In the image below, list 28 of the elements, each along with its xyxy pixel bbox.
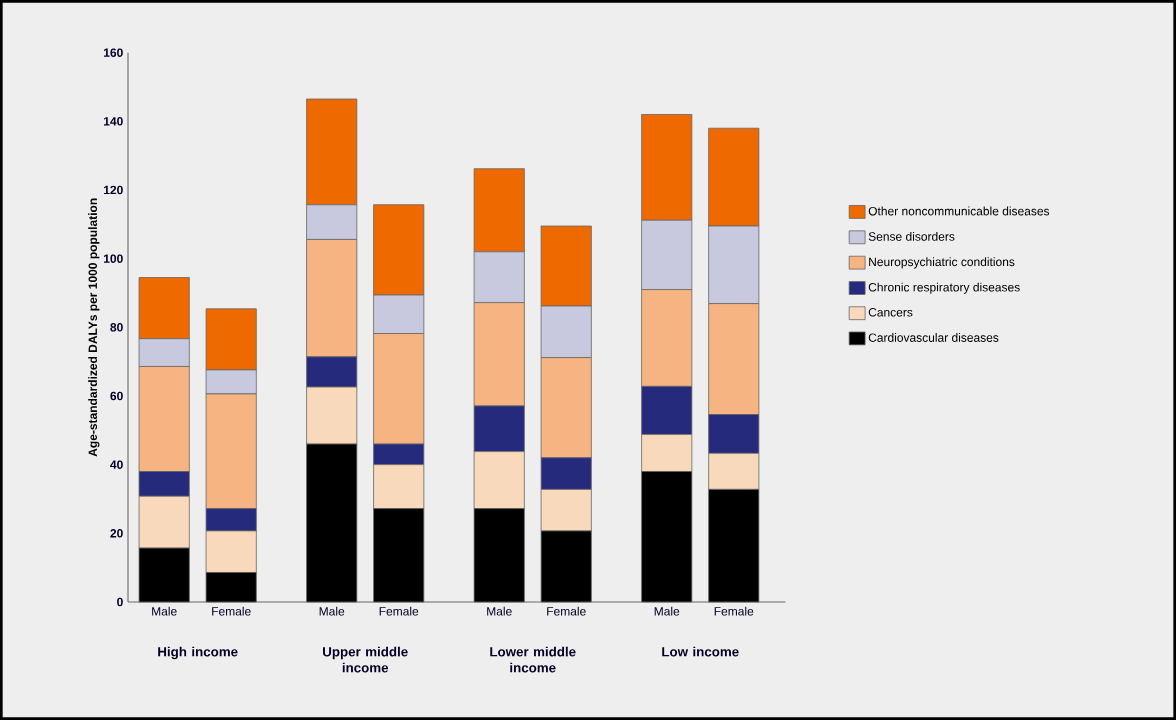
text: Low income (662, 646, 739, 657)
legend-label: Cardiovascular diseases (868, 333, 999, 342)
text: High income (158, 646, 238, 660)
x-tick-label: Male (152, 606, 177, 616)
legend-label: Sense disorders (868, 231, 955, 241)
x-tick-label: Male (319, 606, 345, 616)
y-tick-label: 40 (110, 460, 123, 469)
y-tick-label: 80 (110, 323, 123, 332)
x-tick-label: Male (487, 606, 512, 616)
x-tick-label: Female (379, 606, 419, 616)
legend-label: Chronic respiratory diseases (868, 282, 1020, 294)
y-tick-label: 140 (104, 117, 123, 126)
legend-label: Neuropsychiatric conditions (869, 257, 1015, 269)
y-tick-label: 20 (110, 529, 123, 538)
text: Lower middle income (490, 646, 576, 673)
x-tick-label: Female (547, 606, 586, 616)
y-tick-label: 0 (117, 597, 123, 607)
y-tick-label: 100 (104, 254, 123, 263)
x-tick-label: Female (714, 606, 754, 616)
y-tick-label: 160 (104, 48, 123, 57)
x-tick-label: Female (212, 606, 251, 616)
y-axis-title: Age-standardized DALYs per 1000 population (88, 198, 100, 457)
y-tick-label: 120 (104, 185, 123, 195)
text: Upper middle income (323, 646, 408, 673)
x-tick-label: Male (654, 606, 680, 616)
legend-label: Other noncommunicable diseases (868, 206, 1050, 216)
y-tick-label: 60 (110, 391, 123, 401)
legend-label: Cancers (868, 308, 913, 317)
